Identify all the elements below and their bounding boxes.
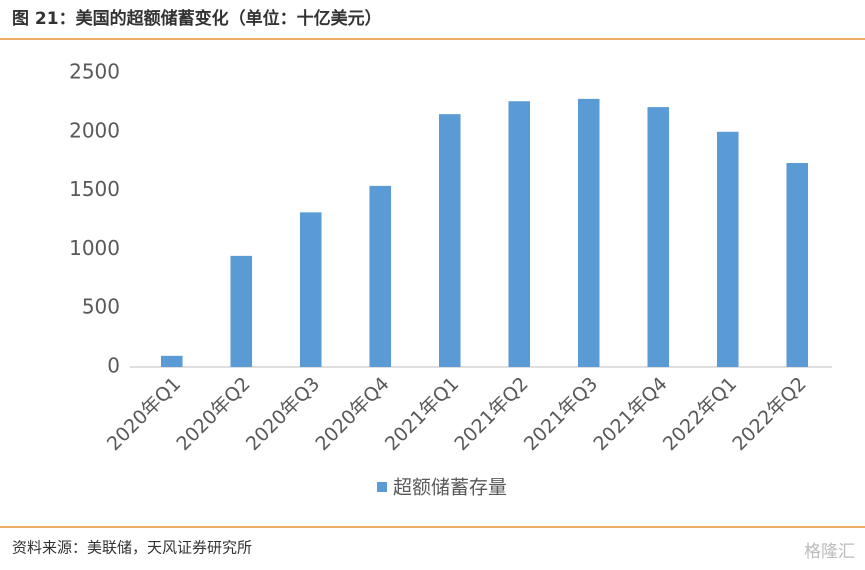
x-tick-label: 2022年Q1 [659, 373, 741, 455]
y-tick-label: 2500 [69, 60, 120, 84]
bar [786, 162, 809, 367]
y-tick-label: 1000 [69, 236, 120, 260]
x-tick-label: 2022年Q2 [728, 373, 810, 455]
x-tick-label: 2021年Q2 [450, 373, 532, 455]
x-tick-label: 2021年Q1 [381, 373, 463, 455]
legend-swatch [377, 482, 387, 492]
y-tick-label: 500 [82, 295, 120, 319]
bar [716, 131, 739, 367]
bar [160, 355, 183, 367]
y-tick-label: 0 [107, 354, 120, 378]
bar [647, 107, 670, 367]
x-tick-label: 2021年Q3 [520, 373, 602, 455]
bar [577, 98, 600, 367]
x-tick-label: 2020年Q4 [311, 373, 393, 455]
x-tick-label: 2020年Q3 [242, 373, 324, 455]
plot: 050010001500200025002020年Q12020年Q22020年Q… [69, 60, 832, 499]
source-note: 资料来源：美联储，天风证券研究所 [12, 539, 252, 557]
bar [508, 101, 531, 367]
y-tick-label: 2000 [69, 118, 120, 142]
chart-title: 图 21：美国的超额储蓄变化（单位：十亿美元） [12, 8, 382, 29]
bar [438, 114, 461, 367]
bar [299, 212, 322, 367]
legend-label: 超额储蓄存量 [393, 477, 507, 499]
watermark: 格隆汇 [804, 542, 855, 562]
x-tick-label: 2020年Q1 [103, 373, 185, 455]
bar [369, 185, 392, 367]
x-tick-label: 2021年Q4 [589, 373, 671, 455]
x-tick-label: 2020年Q2 [172, 373, 254, 455]
y-tick-label: 1500 [69, 177, 120, 201]
bar [230, 255, 253, 367]
